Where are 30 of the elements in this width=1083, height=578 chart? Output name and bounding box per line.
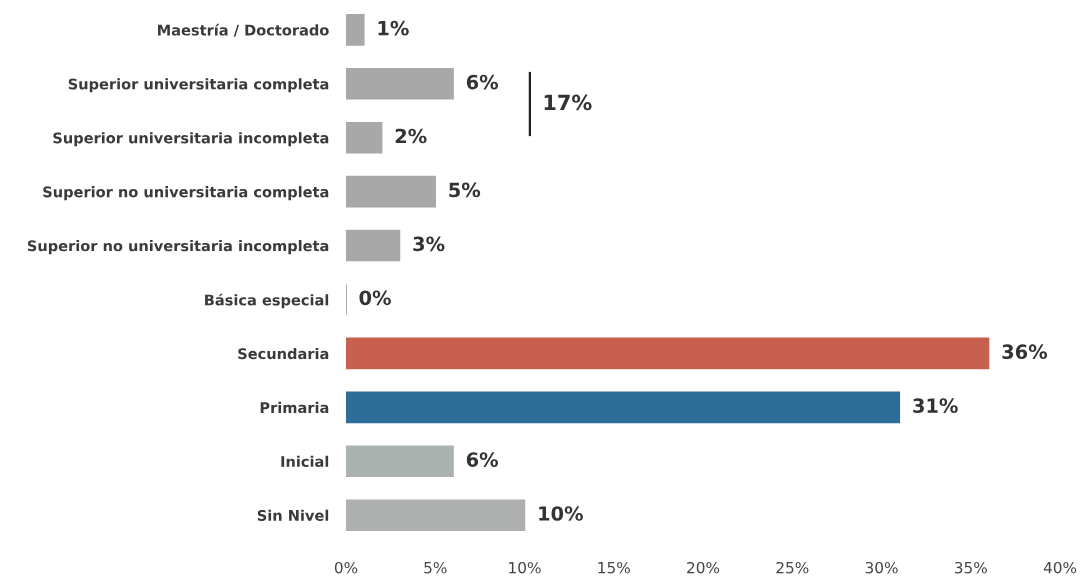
x-tick-label: 35% <box>954 561 987 574</box>
data-label: 31% <box>913 398 958 413</box>
data-label: 2% <box>395 128 427 144</box>
y-tick-label: Secundaria <box>238 347 329 360</box>
y-tick-label: Sin Nivel <box>257 509 329 521</box>
data-label: 1% <box>378 20 409 36</box>
data-label: 36% <box>1002 344 1048 360</box>
x-tick-label: 10% <box>509 561 541 574</box>
data-label: 3% <box>413 236 445 252</box>
x-tick-label: 20% <box>687 561 720 574</box>
y-tick-label: Superior no universitaria completa <box>43 186 329 201</box>
data-label: 10% <box>539 506 583 521</box>
x-tick-label: 40% <box>1043 561 1077 574</box>
x-tick-label: 15% <box>598 561 630 574</box>
data-label: 6% <box>466 74 499 90</box>
y-tick-label: Superior universitaria completa <box>68 78 329 93</box>
x-tick-label: 5% <box>424 561 447 574</box>
annotation: 17% <box>544 94 592 111</box>
y-tick-label: Primaria <box>260 401 329 414</box>
y-tick-label: Maestría / Doctorado <box>158 23 329 37</box>
y-tick-label: Superior universitaria incompleta <box>53 132 329 147</box>
x-tick-label: 0% <box>334 561 358 574</box>
x-tick-label: 25% <box>776 561 809 574</box>
x-tick-label: 30% <box>865 561 898 574</box>
y-tick-label: Superior no universitaria incompleta <box>27 240 329 255</box>
data-label: 0% <box>359 290 391 306</box>
y-tick-label: Inicial <box>281 455 329 468</box>
data-label: 6% <box>466 452 499 467</box>
y-tick-label: Básica especial <box>205 293 329 309</box>
data-label: 5% <box>449 182 481 198</box>
